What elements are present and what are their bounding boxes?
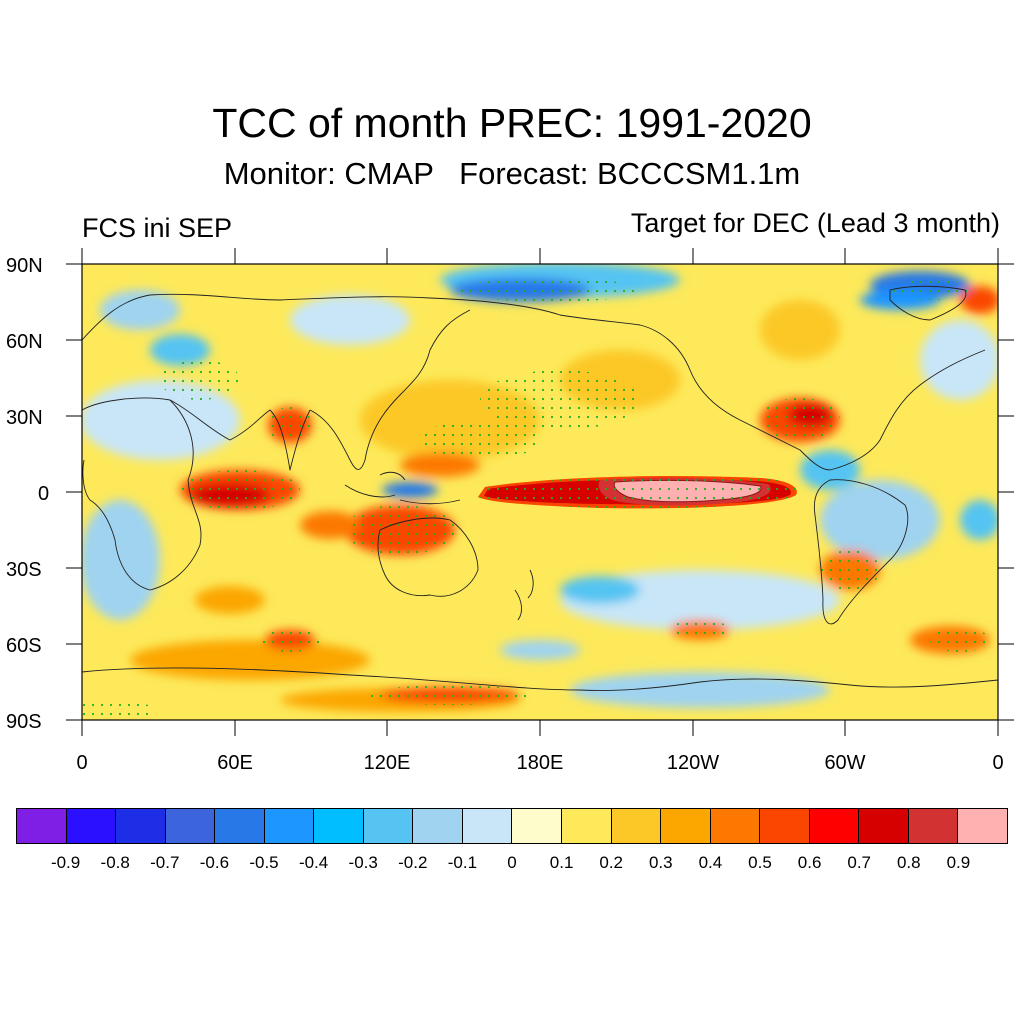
colorbar-swatch (462, 809, 513, 843)
lon-label-0-east: 0 (992, 752, 1004, 774)
lon-label-0: 0 (76, 752, 88, 774)
colorbar-tick-label: 0.1 (549, 853, 574, 872)
significance-stippling (82, 278, 990, 718)
lon-label-120w: 120W (666, 752, 720, 774)
colorbar-swatch (314, 809, 364, 843)
colorbar-tick-label: -0.1 (447, 853, 478, 872)
lon-label-120e: 120E (363, 752, 411, 774)
coastlines (82, 285, 998, 691)
lat-label-30s: 30S (6, 559, 42, 581)
colorbar-swatch (215, 809, 265, 843)
colorbar-tick-label: -0.4 (298, 853, 329, 872)
lon-label-180e: 180E (516, 752, 564, 774)
colorbar-tick-label: 0.2 (599, 853, 623, 872)
lon-label-60e: 60E (217, 752, 253, 774)
colorbar-swatch (413, 809, 463, 843)
colorbar-tick-label: 0.7 (847, 853, 871, 872)
colorbar-swatch (908, 809, 959, 843)
lat-label-equator: 0 (38, 483, 50, 505)
colorbar-swatch (958, 809, 1007, 843)
colorbar-swatch (710, 809, 761, 843)
colorbar-tick-label: 0.8 (896, 853, 921, 872)
colorbar-tick-label: -0.7 (150, 853, 180, 872)
axis-ticks (66, 248, 1014, 736)
lon-label-60w: 60W (824, 752, 866, 774)
colorbar-swatch (611, 809, 662, 843)
lat-label-90s: 90S (6, 711, 42, 733)
lat-label-60s: 60S (6, 635, 42, 657)
lat-label-90n: 90N (6, 255, 43, 277)
colorbar-tick-label: -0.8 (100, 853, 130, 872)
colorbar-swatch (165, 809, 216, 843)
initialization-label: FCS ini SEP (82, 213, 233, 243)
target-label: Target for DEC (Lead 3 month) (630, 208, 1000, 238)
lat-label-30n: 30N (6, 407, 43, 429)
colorbar-swatch (363, 809, 414, 843)
colorbar-tick-label: 0.4 (698, 853, 723, 872)
colorbar-tick-label: -0.6 (199, 853, 230, 872)
lat-label-60n: 60N (6, 331, 43, 353)
colorbar-swatch (760, 809, 810, 843)
colorbar-swatch (859, 809, 909, 843)
colorbar-swatch (66, 809, 117, 843)
colorbar-swatch (562, 809, 612, 843)
colorbar-swatch (512, 809, 563, 843)
colorbar-tick-label: -0.2 (398, 853, 428, 872)
colorbar-tick-label: 0.6 (797, 853, 822, 872)
plot-subtitle: Monitor: CMAP Forecast: BCCCSM1.1m (223, 156, 801, 191)
colorbar-swatch (661, 809, 711, 843)
colorbar-tick-label: 0.3 (648, 853, 673, 872)
colorbar-tick-label: 0 (507, 853, 517, 872)
colorbar-tick-label: -0.5 (249, 853, 279, 872)
colorbar-swatch (809, 809, 860, 843)
plot-title: TCC of month PREC: 1991-2020 (212, 100, 812, 146)
map-field (82, 264, 998, 720)
colorbar-swatch (264, 809, 315, 843)
colorbar-tick-label: -0.9 (50, 853, 81, 872)
colorbar (16, 808, 1008, 844)
colorbar-swatch (17, 809, 67, 843)
colorbar-tick-label: 0.5 (748, 853, 772, 872)
colorbar-swatch (116, 809, 166, 843)
colorbar-tick-label: -0.3 (348, 853, 378, 872)
colorbar-tick-label: 0.9 (946, 853, 971, 872)
